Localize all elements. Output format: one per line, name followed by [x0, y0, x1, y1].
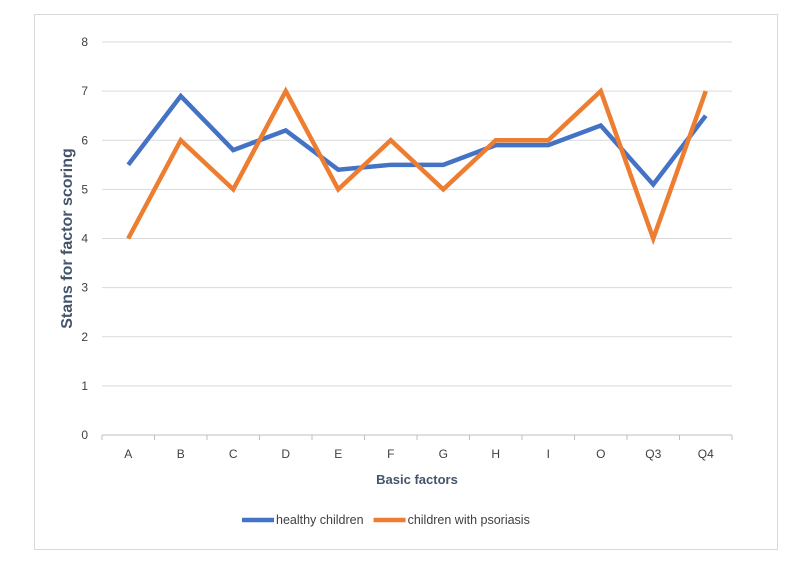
- y-tick-label: 0: [81, 428, 88, 442]
- x-tick-label: Q4: [698, 447, 714, 461]
- x-tick-label: D: [281, 447, 290, 461]
- gridlines: [102, 41, 732, 387]
- x-tick-label: H: [491, 447, 500, 461]
- y-tick-label: 4: [81, 232, 88, 246]
- y-tick-labels: 0 1 2 3 4 5 6 7 8: [81, 35, 88, 442]
- x-tick-label: E: [334, 447, 342, 461]
- y-tick-label: 6: [81, 133, 88, 147]
- y-tick-label: 3: [81, 281, 88, 295]
- x-tick-label: C: [229, 447, 238, 461]
- series-line: [126, 86, 708, 246]
- y-tick-label: 5: [81, 182, 88, 196]
- y-tick-label: 1: [81, 379, 88, 393]
- x-tick-label: Q3: [645, 447, 661, 461]
- legend-item: children with psoriasis: [373, 513, 530, 527]
- x-tick-label: I: [547, 447, 550, 461]
- legend-label: healthy children: [276, 513, 364, 527]
- x-tick-label: F: [387, 447, 394, 461]
- x-tick-label: B: [177, 447, 185, 461]
- legend: healthy children children with psoriasis: [242, 513, 530, 527]
- x-tick-label: A: [124, 447, 132, 461]
- legend-item: healthy children: [242, 513, 364, 527]
- x-tick-label: O: [596, 447, 605, 461]
- legend-label: children with psoriasis: [408, 513, 530, 527]
- y-tick-label: 2: [81, 330, 88, 344]
- y-axis-title: Stans for factor scoring: [59, 148, 76, 328]
- series-lines: [126, 86, 708, 246]
- x-tick-label: G: [439, 447, 448, 461]
- chart-frame: [34, 14, 778, 550]
- x-axis: [101, 434, 733, 440]
- x-tick-labels: A B C D E F G H I O Q3 Q4: [124, 447, 714, 461]
- y-tick-label: 8: [81, 35, 88, 49]
- y-tick-label: 7: [81, 84, 88, 98]
- x-axis-title: Basic factors: [376, 472, 458, 487]
